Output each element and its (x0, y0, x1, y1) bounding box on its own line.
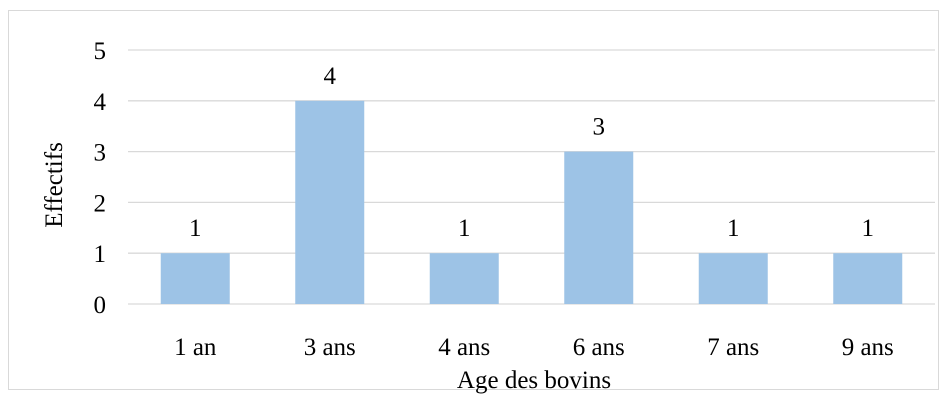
bar (429, 253, 499, 304)
y-axis-title: Effectifs (41, 142, 68, 228)
y-tick-label: 3 (94, 140, 107, 167)
y-axis-ticks: 0 1 2 3 4 5 (94, 38, 107, 319)
grid-lines (128, 49, 935, 305)
data-label: 1 (727, 215, 740, 242)
y-tick-label: 1 (94, 241, 107, 268)
x-tick-label: 6 ans (573, 334, 625, 361)
x-tick-label: 9 ans (842, 334, 894, 361)
chart-frame (8, 10, 939, 390)
y-tick-label: 5 (94, 38, 107, 65)
y-tick-label: 2 (94, 190, 107, 217)
data-label: 3 (593, 114, 606, 141)
bars (160, 100, 903, 304)
x-tick-label: 7 ans (707, 334, 759, 361)
x-axis-ticks: 1 an 3 ans 4 ans 6 ans 7 ans 9 ans (174, 334, 894, 361)
bar (160, 253, 230, 304)
data-label: 1 (458, 215, 471, 242)
data-label: 1 (189, 215, 202, 242)
bar (698, 253, 768, 304)
y-tick-label: 4 (94, 89, 107, 116)
y-tick-label: 0 (94, 292, 107, 319)
data-labels: 1 4 1 3 1 1 (189, 63, 874, 242)
data-label: 4 (324, 63, 337, 90)
data-label: 1 (862, 215, 875, 242)
x-axis-title: Age des bovins (457, 367, 611, 394)
x-tick-label: 3 ans (304, 334, 356, 361)
bar (295, 100, 365, 304)
bar (564, 151, 634, 304)
x-tick-label: 1 an (174, 334, 217, 361)
x-tick-label: 4 ans (438, 334, 490, 361)
bar (833, 253, 903, 304)
